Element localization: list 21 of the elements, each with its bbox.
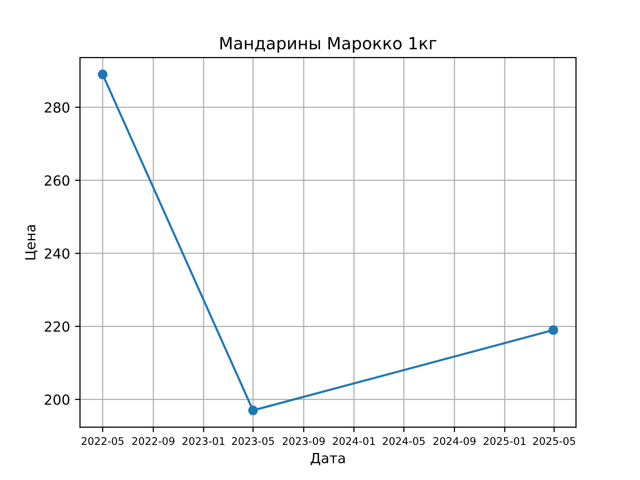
x-tick-label: 2023-05 bbox=[232, 437, 274, 445]
point bbox=[98, 70, 108, 80]
y-tick-label: 220 bbox=[44, 321, 70, 332]
x-tick-label: 2025-05 bbox=[533, 437, 576, 445]
point bbox=[248, 406, 258, 416]
y-tick-label: 260 bbox=[44, 175, 70, 186]
y-tick-label: 200 bbox=[44, 394, 70, 405]
point bbox=[548, 325, 558, 335]
x-axis-title: Дата bbox=[310, 452, 345, 466]
y-tick-label: 240 bbox=[44, 248, 70, 259]
x-tick-label: 2024-01 bbox=[332, 437, 375, 445]
x-tick-label: 2022-09 bbox=[132, 437, 174, 445]
y-axis-title: Цена bbox=[25, 225, 38, 260]
x-tick-label: 2024-05 bbox=[382, 437, 425, 445]
x-tick-label: 2023-09 bbox=[282, 437, 325, 445]
x-tick-label: 2022-05 bbox=[82, 437, 124, 445]
chart-title: Мандарины Марокко 1кг bbox=[220, 37, 436, 53]
y-tick-label: 280 bbox=[44, 102, 70, 113]
x-tick-label: 2025-01 bbox=[484, 437, 526, 445]
x-tick-label: 2024-09 bbox=[433, 437, 476, 445]
x-tick-label: 2023-01 bbox=[182, 437, 224, 445]
